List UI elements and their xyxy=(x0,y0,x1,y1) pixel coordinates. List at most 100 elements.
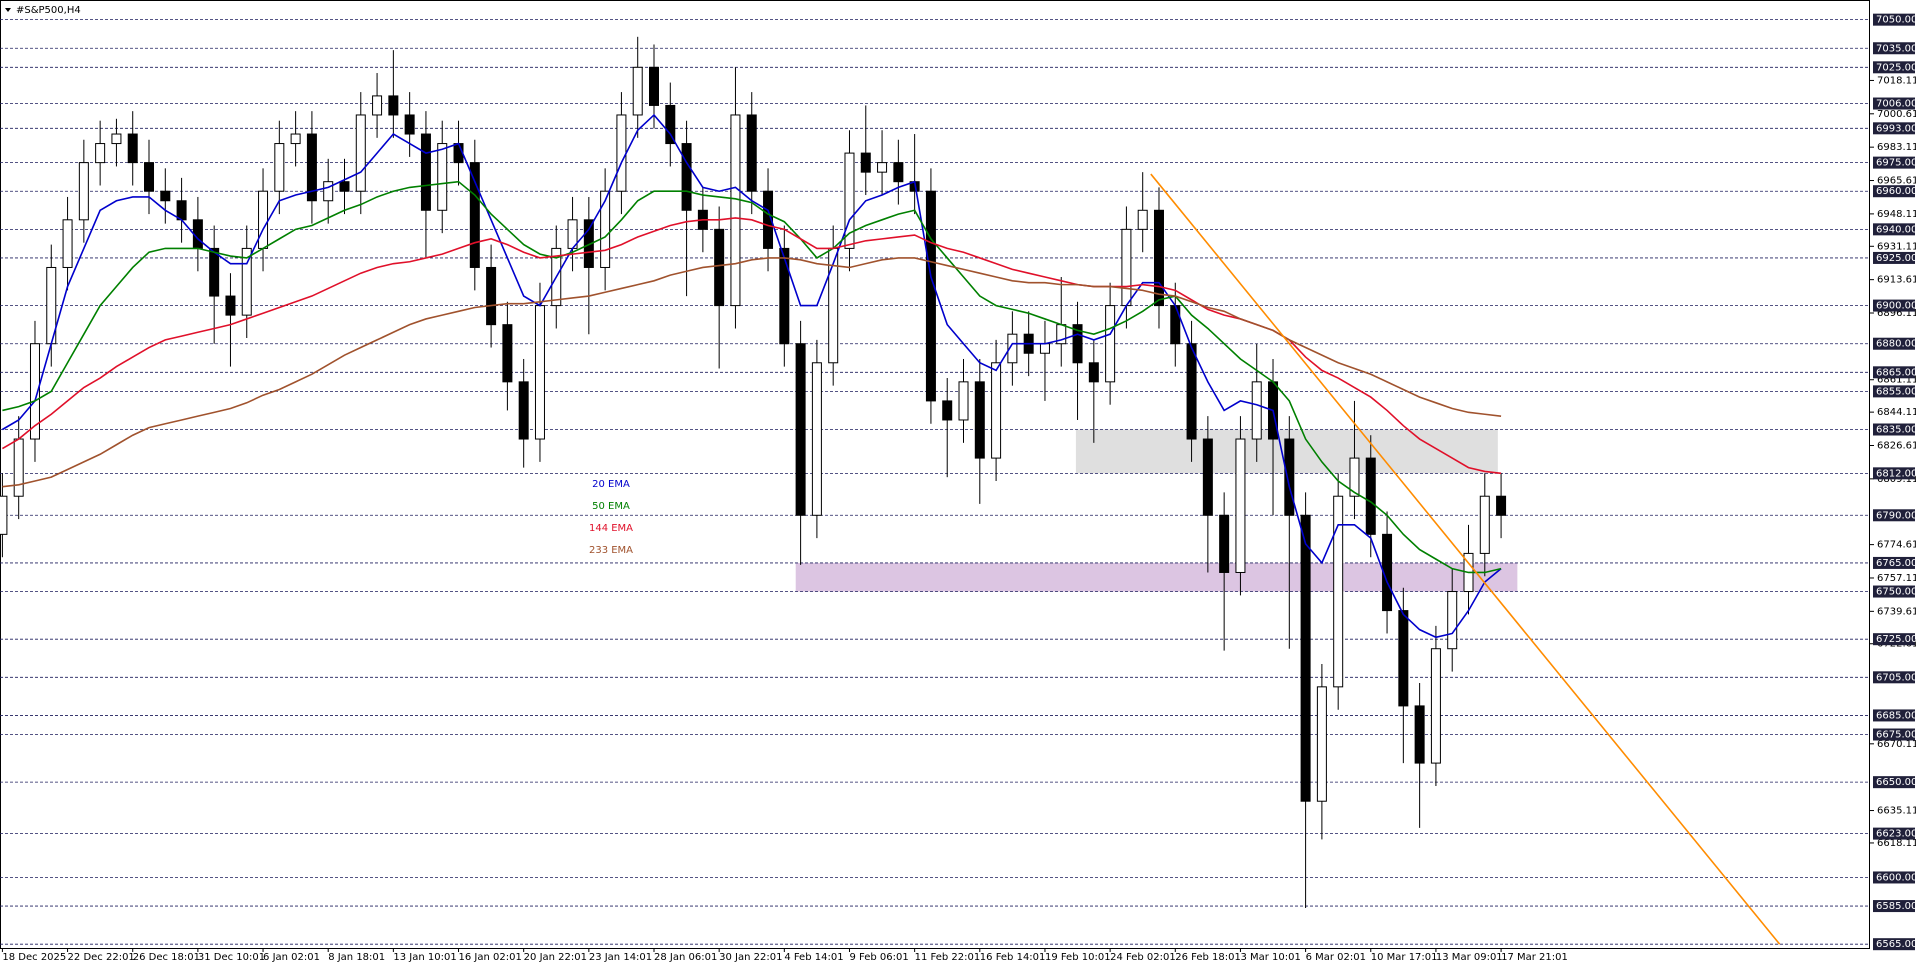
level-box xyxy=(1873,42,1915,55)
level-box xyxy=(1873,185,1915,198)
y-tick-label: 6670.11 xyxy=(1877,739,1916,750)
level-label: 6855.00 xyxy=(1876,386,1916,397)
x-tick-label: 16 Feb 14:01 xyxy=(980,952,1046,963)
level-box xyxy=(1873,467,1915,480)
candle-body xyxy=(1333,495,1344,688)
level-label: 6835.00 xyxy=(1876,425,1916,436)
level-label: 6585.00 xyxy=(1876,901,1916,912)
x-tick-label: 8 Jan 18:01 xyxy=(328,952,385,963)
candle-body xyxy=(1235,438,1246,573)
x-tick-label: 31 Dec 10:01 xyxy=(198,952,265,963)
candle-body xyxy=(1105,305,1116,383)
level-label: 6675.00 xyxy=(1876,730,1916,741)
candle-body xyxy=(258,190,269,249)
legend-entry: 144 EMA xyxy=(589,523,633,534)
level-box xyxy=(1873,938,1915,951)
candle-body xyxy=(763,190,774,249)
y-tick-label: 6635.11 xyxy=(1877,806,1916,817)
level-label: 6900.00 xyxy=(1876,301,1916,312)
candle-body xyxy=(600,190,611,268)
x-tick-label: 28 Jan 06:01 xyxy=(654,952,717,963)
level-label: 6565.00 xyxy=(1876,939,1916,950)
level-box xyxy=(1873,633,1915,646)
x-tick-label: 26 Dec 18:01 xyxy=(133,952,200,963)
candle-body xyxy=(29,343,40,440)
x-tick-label: 3 Mar 10:01 xyxy=(1240,952,1300,963)
x-tick-label: 16 Jan 02:01 xyxy=(459,952,522,963)
level-box xyxy=(1873,671,1915,684)
y-tick-label: 6913.61 xyxy=(1877,275,1916,286)
candle-body xyxy=(649,66,659,106)
candle-body xyxy=(1382,533,1393,612)
candle-body xyxy=(991,362,1002,459)
candle-body xyxy=(355,114,366,192)
x-tick-label: 19 Feb 10:01 xyxy=(1045,952,1111,963)
candle-body xyxy=(469,162,480,268)
level-label: 6880.00 xyxy=(1876,339,1916,350)
chart-title: #S&P500,H4 xyxy=(16,5,81,16)
candle-body xyxy=(127,133,138,164)
level-label: 6975.00 xyxy=(1876,158,1916,169)
ema-line xyxy=(2,180,1502,574)
level-box xyxy=(1873,122,1915,135)
candle-body xyxy=(1349,457,1360,497)
y-tick-label: 6861.11 xyxy=(1877,375,1916,386)
candle-body xyxy=(779,247,790,345)
x-tick-label: 18 Dec 2025 xyxy=(2,952,66,963)
candle-body xyxy=(144,162,155,192)
candle-body xyxy=(1007,333,1018,364)
candle-body xyxy=(1072,324,1083,364)
candle-body xyxy=(290,133,301,145)
level-label: 6685.00 xyxy=(1876,710,1916,721)
candle-body xyxy=(1088,362,1099,383)
y-tick-label: 6618.11 xyxy=(1877,838,1916,849)
y-tick-label: 6931.11 xyxy=(1877,241,1916,252)
y-tick-label: 7000.61 xyxy=(1877,109,1916,120)
candle-body xyxy=(339,181,350,192)
candle-body xyxy=(681,143,692,211)
candle-body xyxy=(502,324,513,383)
candle-body xyxy=(925,190,936,402)
level-box xyxy=(1873,509,1915,522)
menu-arrow[interactable] xyxy=(5,8,11,12)
level-label: 7006.00 xyxy=(1876,99,1916,110)
candle-body xyxy=(534,305,545,440)
trendline xyxy=(1150,173,1781,945)
x-tick-label: 11 Feb 22:01 xyxy=(915,952,981,963)
level-box xyxy=(1873,709,1915,722)
x-tick-label: 17 Mar 21:01 xyxy=(1501,952,1568,963)
y-tick-label: 6826.61 xyxy=(1877,440,1916,451)
y-tick-label: 6983.11 xyxy=(1877,142,1916,153)
x-tick-label: 22 Dec 22:01 xyxy=(68,952,135,963)
candle-body xyxy=(958,381,969,421)
plot-frame xyxy=(0,0,1870,949)
level-box xyxy=(1873,366,1915,379)
y-tick-label: 6896.11 xyxy=(1877,308,1916,319)
candle-body xyxy=(13,438,24,497)
level-label: 6765.00 xyxy=(1876,558,1916,569)
y-tick-label: 6757.11 xyxy=(1877,573,1916,584)
level-label: 6865.00 xyxy=(1876,367,1916,378)
candle-body xyxy=(1219,514,1230,573)
level-box xyxy=(1873,337,1915,350)
candle-body xyxy=(209,247,220,297)
level-box xyxy=(1873,385,1915,398)
x-tick-label: 13 Jan 10:01 xyxy=(393,952,456,963)
x-tick-label: 6 Mar 02:01 xyxy=(1306,952,1366,963)
level-box xyxy=(1873,61,1915,74)
level-box xyxy=(1873,871,1915,884)
candle-body xyxy=(95,143,106,164)
y-tick-label: 6948.11 xyxy=(1877,209,1916,220)
candle-body xyxy=(1496,495,1507,516)
legend-entry: 20 EMA xyxy=(592,479,630,490)
candle-body xyxy=(453,143,464,164)
legend-entry: 233 EMA xyxy=(589,545,633,556)
candle-body xyxy=(746,114,757,192)
candle-body xyxy=(795,343,806,516)
candle-body xyxy=(225,295,236,316)
x-tick-label: 24 Feb 02:01 xyxy=(1110,952,1176,963)
candle-body xyxy=(1121,228,1132,307)
candle-body xyxy=(241,247,252,316)
candle-body xyxy=(1414,705,1425,764)
level-box xyxy=(1873,423,1915,436)
